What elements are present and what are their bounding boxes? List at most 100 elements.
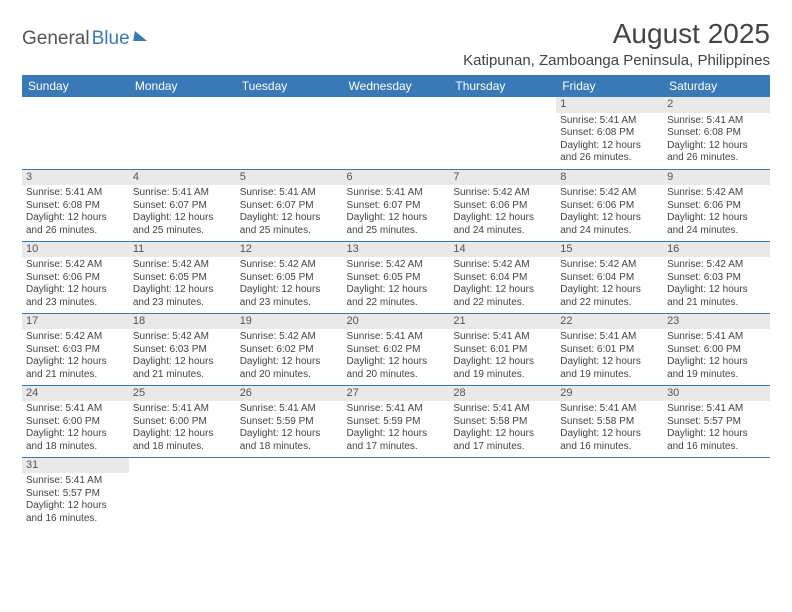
calendar-day: 3Sunrise: 5:41 AMSunset: 6:08 PMDaylight… <box>22 169 129 241</box>
sunset-line: Sunset: 6:08 PM <box>667 127 766 140</box>
daylight-line: Daylight: 12 hours and 16 minutes. <box>667 428 766 453</box>
sunset-line: Sunset: 6:03 PM <box>26 344 125 357</box>
day-number: 14 <box>449 242 556 258</box>
calendar-day: 6Sunrise: 5:41 AMSunset: 6:07 PMDaylight… <box>343 169 450 241</box>
sunrise-line: Sunrise: 5:41 AM <box>560 331 659 344</box>
calendar-empty <box>236 97 343 169</box>
calendar-week: 17Sunrise: 5:42 AMSunset: 6:03 PMDayligh… <box>22 313 770 385</box>
day-number: 16 <box>663 242 770 258</box>
daylight-line: Daylight: 12 hours and 24 minutes. <box>560 212 659 237</box>
sunset-line: Sunset: 6:00 PM <box>133 416 232 429</box>
sunrise-line: Sunrise: 5:41 AM <box>453 403 552 416</box>
sunrise-line: Sunrise: 5:41 AM <box>26 475 125 488</box>
calendar-day: 19Sunrise: 5:42 AMSunset: 6:02 PMDayligh… <box>236 313 343 385</box>
daylight-line: Daylight: 12 hours and 19 minutes. <box>560 356 659 381</box>
day-number: 19 <box>236 314 343 330</box>
daylight-line: Daylight: 12 hours and 18 minutes. <box>26 428 125 453</box>
sunset-line: Sunset: 6:05 PM <box>240 272 339 285</box>
sunrise-line: Sunrise: 5:42 AM <box>453 259 552 272</box>
sunrise-line: Sunrise: 5:41 AM <box>347 187 446 200</box>
sunset-line: Sunset: 6:06 PM <box>26 272 125 285</box>
sunset-line: Sunset: 6:07 PM <box>240 200 339 213</box>
calendar-body: 1Sunrise: 5:41 AMSunset: 6:08 PMDaylight… <box>22 97 770 529</box>
calendar-day: 29Sunrise: 5:41 AMSunset: 5:58 PMDayligh… <box>556 385 663 457</box>
day-number: 1 <box>556 97 663 113</box>
daylight-line: Daylight: 12 hours and 25 minutes. <box>240 212 339 237</box>
day-number: 24 <box>22 386 129 402</box>
calendar-day: 12Sunrise: 5:42 AMSunset: 6:05 PMDayligh… <box>236 241 343 313</box>
calendar-day: 10Sunrise: 5:42 AMSunset: 6:06 PMDayligh… <box>22 241 129 313</box>
daylight-line: Daylight: 12 hours and 16 minutes. <box>26 500 125 525</box>
sunrise-line: Sunrise: 5:42 AM <box>560 259 659 272</box>
calendar-empty <box>556 457 663 529</box>
calendar-table: SundayMondayTuesdayWednesdayThursdayFrid… <box>22 75 770 529</box>
logo-flag-icon <box>133 31 149 41</box>
sunrise-line: Sunrise: 5:41 AM <box>133 187 232 200</box>
calendar-day: 2Sunrise: 5:41 AMSunset: 6:08 PMDaylight… <box>663 97 770 169</box>
sunrise-line: Sunrise: 5:41 AM <box>240 187 339 200</box>
weekday-header: Sunday <box>22 75 129 97</box>
sunset-line: Sunset: 6:01 PM <box>560 344 659 357</box>
calendar-day: 23Sunrise: 5:41 AMSunset: 6:00 PMDayligh… <box>663 313 770 385</box>
sunrise-line: Sunrise: 5:42 AM <box>26 259 125 272</box>
sunset-line: Sunset: 6:05 PM <box>347 272 446 285</box>
sunset-line: Sunset: 6:07 PM <box>347 200 446 213</box>
calendar-day: 1Sunrise: 5:41 AMSunset: 6:08 PMDaylight… <box>556 97 663 169</box>
sunrise-line: Sunrise: 5:41 AM <box>133 403 232 416</box>
daylight-line: Daylight: 12 hours and 21 minutes. <box>667 284 766 309</box>
day-number: 8 <box>556 170 663 186</box>
calendar-empty <box>663 457 770 529</box>
calendar-empty <box>22 97 129 169</box>
calendar-week: 10Sunrise: 5:42 AMSunset: 6:06 PMDayligh… <box>22 241 770 313</box>
calendar-page: General Blue August 2025 Katipunan, Zamb… <box>0 0 792 539</box>
location: Katipunan, Zamboanga Peninsula, Philippi… <box>463 52 770 69</box>
calendar-day: 30Sunrise: 5:41 AMSunset: 5:57 PMDayligh… <box>663 385 770 457</box>
daylight-line: Daylight: 12 hours and 17 minutes. <box>453 428 552 453</box>
day-number: 22 <box>556 314 663 330</box>
calendar-empty <box>343 457 450 529</box>
daylight-line: Daylight: 12 hours and 24 minutes. <box>667 212 766 237</box>
daylight-line: Daylight: 12 hours and 26 minutes. <box>560 140 659 165</box>
daylight-line: Daylight: 12 hours and 23 minutes. <box>240 284 339 309</box>
day-number: 12 <box>236 242 343 258</box>
calendar-day: 9Sunrise: 5:42 AMSunset: 6:06 PMDaylight… <box>663 169 770 241</box>
sunrise-line: Sunrise: 5:41 AM <box>667 115 766 128</box>
day-number: 6 <box>343 170 450 186</box>
sunrise-line: Sunrise: 5:41 AM <box>347 331 446 344</box>
sunrise-line: Sunrise: 5:41 AM <box>560 115 659 128</box>
day-number: 21 <box>449 314 556 330</box>
day-number: 27 <box>343 386 450 402</box>
logo-text-general: General <box>22 28 90 50</box>
sunset-line: Sunset: 5:59 PM <box>240 416 339 429</box>
day-number: 3 <box>22 170 129 186</box>
calendar-empty <box>343 97 450 169</box>
day-number: 5 <box>236 170 343 186</box>
calendar-empty <box>449 97 556 169</box>
day-number: 26 <box>236 386 343 402</box>
logo: General Blue <box>22 18 148 50</box>
calendar-day: 20Sunrise: 5:41 AMSunset: 6:02 PMDayligh… <box>343 313 450 385</box>
day-number: 9 <box>663 170 770 186</box>
daylight-line: Daylight: 12 hours and 19 minutes. <box>453 356 552 381</box>
day-number: 11 <box>129 242 236 258</box>
calendar-day: 26Sunrise: 5:41 AMSunset: 5:59 PMDayligh… <box>236 385 343 457</box>
sunset-line: Sunset: 6:06 PM <box>453 200 552 213</box>
weekday-header: Wednesday <box>343 75 450 97</box>
sunrise-line: Sunrise: 5:42 AM <box>347 259 446 272</box>
daylight-line: Daylight: 12 hours and 25 minutes. <box>133 212 232 237</box>
daylight-line: Daylight: 12 hours and 23 minutes. <box>26 284 125 309</box>
weekday-header: Saturday <box>663 75 770 97</box>
daylight-line: Daylight: 12 hours and 18 minutes. <box>133 428 232 453</box>
sunrise-line: Sunrise: 5:41 AM <box>26 187 125 200</box>
sunrise-line: Sunrise: 5:42 AM <box>560 187 659 200</box>
calendar-day: 28Sunrise: 5:41 AMSunset: 5:58 PMDayligh… <box>449 385 556 457</box>
calendar-week: 24Sunrise: 5:41 AMSunset: 6:00 PMDayligh… <box>22 385 770 457</box>
day-number: 18 <box>129 314 236 330</box>
sunset-line: Sunset: 5:58 PM <box>560 416 659 429</box>
calendar-day: 21Sunrise: 5:41 AMSunset: 6:01 PMDayligh… <box>449 313 556 385</box>
sunrise-line: Sunrise: 5:41 AM <box>667 331 766 344</box>
day-number: 23 <box>663 314 770 330</box>
sunset-line: Sunset: 6:02 PM <box>347 344 446 357</box>
day-number: 15 <box>556 242 663 258</box>
sunrise-line: Sunrise: 5:42 AM <box>26 331 125 344</box>
